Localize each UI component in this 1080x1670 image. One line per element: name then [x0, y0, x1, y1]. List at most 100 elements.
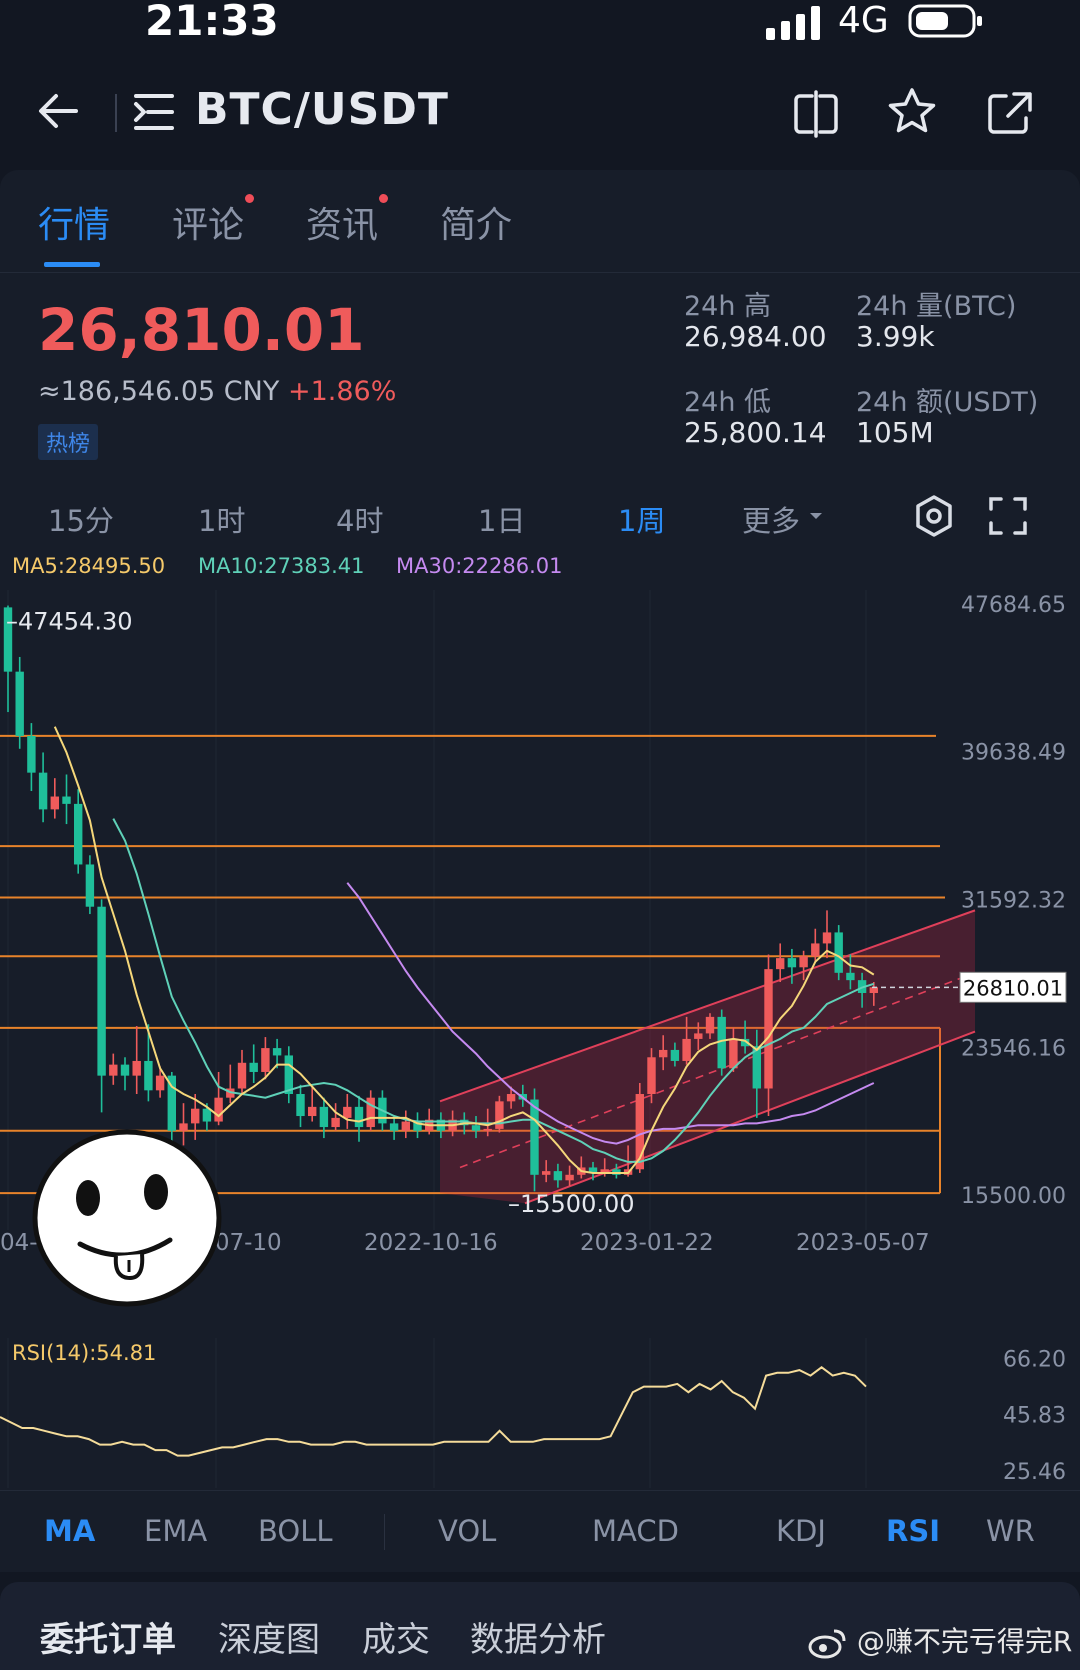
last-price: 26,810.01	[38, 296, 365, 364]
indicator-kdj[interactable]: KDJ	[776, 1514, 826, 1548]
status-time: 21:33	[145, 0, 279, 45]
candle-body	[401, 1121, 410, 1131]
candle-body	[62, 796, 71, 804]
candle-body	[717, 1016, 726, 1069]
interval-1h[interactable]: 1时	[198, 504, 246, 538]
current-price-label: 26810.01	[963, 976, 1063, 1000]
cny-price: ≈186,546.05 CNY	[38, 376, 280, 407]
candle-body	[635, 1094, 644, 1170]
interval-1d[interactable]: 1日	[478, 504, 526, 538]
interval-4h[interactable]: 4时	[336, 504, 384, 538]
candle-body	[705, 1016, 715, 1034]
tab-comments[interactable]: 评论	[172, 205, 245, 246]
tab-comments-dot	[245, 194, 254, 203]
candle-body	[74, 803, 83, 865]
interval-more[interactable]: 更多	[742, 504, 801, 538]
tab-divider	[0, 272, 1080, 273]
y-tick-label: 23546.16	[961, 1036, 1066, 1061]
rsi-tick-label: 66.20	[1003, 1347, 1066, 1372]
candle-body	[214, 1097, 223, 1122]
x-tick-label: 2022-10-16	[364, 1230, 498, 1256]
candle-body	[659, 1049, 668, 1058]
candle-body	[27, 735, 36, 773]
tab-news[interactable]: 资讯	[306, 205, 379, 246]
candle-body	[15, 671, 24, 736]
smiley-sticker-icon	[32, 1129, 222, 1307]
signal-icon	[766, 6, 820, 40]
indicator-macd[interactable]: MACD	[592, 1514, 679, 1548]
candle-body	[191, 1108, 200, 1124]
tab-intro[interactable]: 简介	[440, 205, 513, 246]
low-value: 25,800.14	[684, 416, 827, 449]
candle-body	[296, 1094, 305, 1117]
interval-15m[interactable]: 15分	[48, 504, 114, 538]
candle-body	[694, 1033, 703, 1039]
share-icon[interactable]	[982, 86, 1038, 142]
channel-lower	[524, 1030, 976, 1205]
settings-gear-icon[interactable]	[912, 494, 956, 538]
indicator-vol[interactable]: VOL	[438, 1514, 497, 1548]
indicator-wr[interactable]: WR	[986, 1514, 1035, 1548]
candle-body	[483, 1128, 492, 1131]
candle-body	[811, 943, 820, 957]
menu-list-icon[interactable]	[132, 92, 176, 132]
star-icon[interactable]	[884, 84, 940, 140]
max-price-label: –47454.30	[6, 608, 133, 636]
indicator-ma[interactable]: MA	[44, 1514, 96, 1548]
tab-market[interactable]: 行情	[38, 205, 111, 246]
indicator-ema[interactable]: EMA	[144, 1514, 208, 1548]
indicator-boll[interactable]: BOLL	[258, 1514, 333, 1548]
candle-body	[38, 772, 48, 810]
pair-title[interactable]: BTC/USDT	[195, 84, 449, 135]
candle-body	[319, 1106, 329, 1128]
ma30-line	[346, 882, 875, 1145]
compare-icon[interactable]	[788, 86, 844, 142]
candle-body	[50, 796, 59, 810]
candle-body	[179, 1123, 188, 1131]
weibo-icon	[808, 1629, 846, 1659]
candle-body	[530, 1099, 539, 1175]
candle-body	[495, 1101, 504, 1129]
candle-body	[109, 1064, 118, 1076]
rsi-legend: RSI(14):54.81	[12, 1341, 156, 1365]
channel-upper	[439, 909, 976, 1103]
candle-body	[120, 1064, 130, 1076]
candle-body	[682, 1038, 691, 1061]
candle-body	[97, 906, 106, 1076]
watermark: @赚不完亏得完R	[808, 1620, 1072, 1660]
tab-analysis[interactable]: 数据分析	[470, 1620, 606, 1660]
candle-body	[740, 1038, 750, 1047]
candle-body	[85, 864, 95, 907]
candle-body	[506, 1094, 516, 1102]
min-price-label: –15500.00	[508, 1190, 635, 1218]
tab-orders[interactable]: 委托订单	[40, 1620, 176, 1660]
amount-value: 105M	[856, 416, 934, 449]
candle-body	[752, 1046, 761, 1089]
indicator-rsi[interactable]: RSI	[886, 1514, 941, 1548]
candle-body	[670, 1049, 680, 1061]
candle-body	[389, 1123, 399, 1131]
candle-body	[542, 1171, 551, 1175]
tab-trades[interactable]: 成交	[362, 1620, 430, 1660]
tab-depth[interactable]: 深度图	[218, 1620, 320, 1660]
candle-body	[834, 932, 843, 973]
fullscreen-icon[interactable]	[988, 496, 1028, 536]
candle-body	[787, 958, 797, 968]
ma30-legend: MA30:22286.01	[396, 554, 563, 578]
interval-1w[interactable]: 1周	[618, 504, 666, 538]
candle-body	[167, 1075, 176, 1131]
network-type: 4G	[838, 0, 889, 41]
candle-body	[729, 1038, 738, 1069]
candle-body	[822, 932, 832, 944]
hot-badge[interactable]: 热榜	[38, 424, 99, 460]
rsi-line	[0, 1366, 867, 1457]
high-value: 26,984.00	[684, 320, 827, 353]
low-label: 24h 低	[684, 387, 772, 418]
candle-body	[308, 1106, 317, 1117]
candle-body	[272, 1048, 282, 1056]
candle-body	[237, 1062, 247, 1089]
candle-body	[261, 1048, 270, 1072]
back-arrow-icon[interactable]	[36, 88, 82, 134]
ma5-line	[53, 726, 875, 1174]
tab-active-indicator	[44, 262, 100, 267]
